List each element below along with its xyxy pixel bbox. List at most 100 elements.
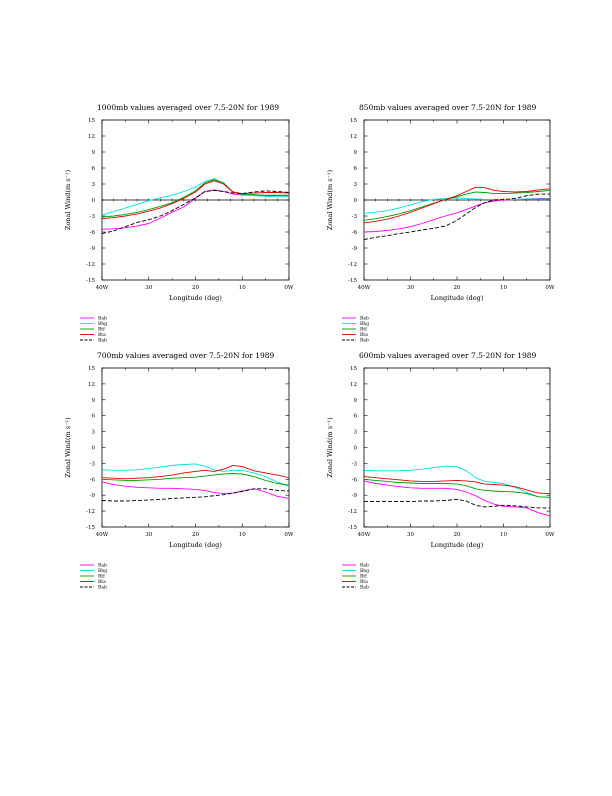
x-tick-label: 20 [192, 532, 199, 538]
x-tick-label: 10 [500, 532, 507, 538]
y-tick-label: -6 [90, 230, 96, 236]
y-tick-label: -3 [90, 214, 96, 220]
y-tick-label: 9 [354, 398, 358, 404]
y-axis-label: Zonal Wind(m s⁻¹) [326, 169, 334, 230]
legend-label: Bta [98, 332, 106, 338]
x-tick-label: 10 [500, 285, 507, 291]
chart-title: 850mb values averaged over 7.5-20N for 1… [359, 103, 537, 112]
y-tick-label: -12 [348, 509, 357, 515]
y-tick-label: 3 [92, 430, 96, 436]
y-tick-label: -12 [86, 509, 95, 515]
y-tick-label: 9 [354, 150, 358, 156]
x-tick-label: 20 [192, 285, 199, 291]
chart-panel-3: 700mb values averaged over 7.5-20N for 1… [64, 351, 294, 591]
x-tick-label: 0W [545, 532, 554, 538]
series-line-5 [101, 488, 290, 502]
y-tick-label: 6 [92, 414, 96, 420]
x-tick-label: 30 [407, 285, 414, 291]
series-line-4 [101, 180, 290, 220]
y-tick-label: -6 [352, 230, 358, 236]
legend-label: Bab [98, 585, 107, 591]
legend-label: Btf [360, 327, 367, 333]
y-tick-label: 15 [88, 118, 95, 124]
y-tick-label: -15 [348, 525, 357, 531]
series-line-5 [364, 498, 550, 509]
chart-title: 700mb values averaged over 7.5-20N for 1… [97, 351, 275, 360]
y-tick-label: 6 [92, 166, 96, 172]
series-line-3 [101, 473, 290, 486]
series-line-5 [101, 189, 290, 235]
y-tick-label: -9 [90, 493, 96, 499]
x-tick-label: 30 [145, 532, 152, 538]
x-axis-label: Longitude (deg) [431, 294, 484, 302]
y-tick-label: -3 [90, 461, 96, 467]
x-axis-label: Longitude (deg) [169, 294, 222, 302]
x-tick-label: 40W [96, 285, 109, 291]
plot-frame [101, 367, 290, 528]
series-line-4 [363, 186, 551, 224]
y-tick-label: 15 [88, 366, 95, 372]
series-line-1 [101, 481, 290, 499]
series-line-2 [363, 197, 550, 214]
chart-title: 600mb values averaged over 7.5-20N for 1… [359, 351, 537, 360]
y-axis-label: Zonal Wind(m s⁻¹) [326, 417, 334, 478]
legend-label: Bab [360, 585, 369, 591]
x-axis-label: Longitude (deg) [431, 541, 484, 549]
y-tick-label: -6 [90, 477, 96, 483]
x-tick-label: 40W [358, 532, 371, 538]
y-tick-label: 12 [88, 382, 95, 388]
chart-title: 1000mb values averaged over 7.5-20N for … [97, 103, 279, 112]
legend-label: Bhg [98, 568, 107, 574]
y-tick-label: 3 [354, 182, 358, 188]
x-axis-label: Longitude (deg) [169, 541, 222, 549]
x-tick-label: 10 [239, 532, 246, 538]
y-axis-label: Zonal Wind(m s⁻¹) [64, 417, 72, 478]
x-tick-label: 20 [454, 532, 461, 538]
y-tick-label: -9 [90, 246, 96, 252]
chart-panel-2: 850mb values averaged over 7.5-20N for 1… [326, 103, 555, 344]
legend-label: Bab [98, 563, 107, 569]
y-axis-label: Zonal Wind(m s⁻¹) [64, 169, 72, 230]
y-tick-label: 0 [354, 446, 358, 452]
x-tick-label: 40W [358, 285, 371, 291]
y-tick-label: -15 [86, 525, 95, 531]
chart-panel-4: 600mb values averaged over 7.5-20N for 1… [326, 351, 555, 591]
y-tick-label: 6 [354, 166, 358, 172]
legend-label: Bta [360, 579, 368, 585]
y-tick-label: -3 [352, 214, 358, 220]
legend-label: Bhg [98, 321, 107, 327]
series-line-4 [363, 476, 551, 495]
legend-label: Bab [360, 316, 369, 322]
legend-label: Bab [360, 338, 369, 344]
series-line-3 [363, 478, 551, 498]
series-line-2 [101, 463, 290, 487]
x-tick-label: 30 [407, 532, 414, 538]
x-tick-label: 40W [96, 532, 109, 538]
y-tick-label: 9 [92, 150, 96, 156]
legend-label: Bab [360, 563, 369, 569]
y-tick-label: -15 [86, 278, 95, 284]
legend-label: Bhg [360, 568, 369, 574]
series-line-2 [101, 178, 289, 216]
legend-label: Bhg [360, 321, 369, 327]
y-tick-label: -3 [352, 461, 358, 467]
series-line-4 [101, 465, 290, 480]
legend-label: Bab [98, 316, 107, 322]
y-tick-label: 12 [88, 134, 95, 140]
y-tick-label: 15 [350, 366, 357, 372]
y-tick-label: -12 [348, 262, 357, 268]
y-tick-label: -9 [352, 246, 358, 252]
y-tick-label: -9 [352, 493, 358, 499]
legend-label: Btf [98, 574, 105, 580]
series-line-2 [363, 465, 551, 498]
y-tick-label: 3 [92, 182, 96, 188]
legend-label: Btf [360, 574, 367, 580]
legend-label: Bta [98, 579, 106, 585]
x-tick-label: 30 [145, 285, 152, 291]
y-tick-label: 0 [92, 198, 96, 204]
series-line-5 [363, 193, 550, 240]
legend-label: Btf [98, 327, 105, 333]
x-tick-label: 20 [454, 285, 461, 291]
